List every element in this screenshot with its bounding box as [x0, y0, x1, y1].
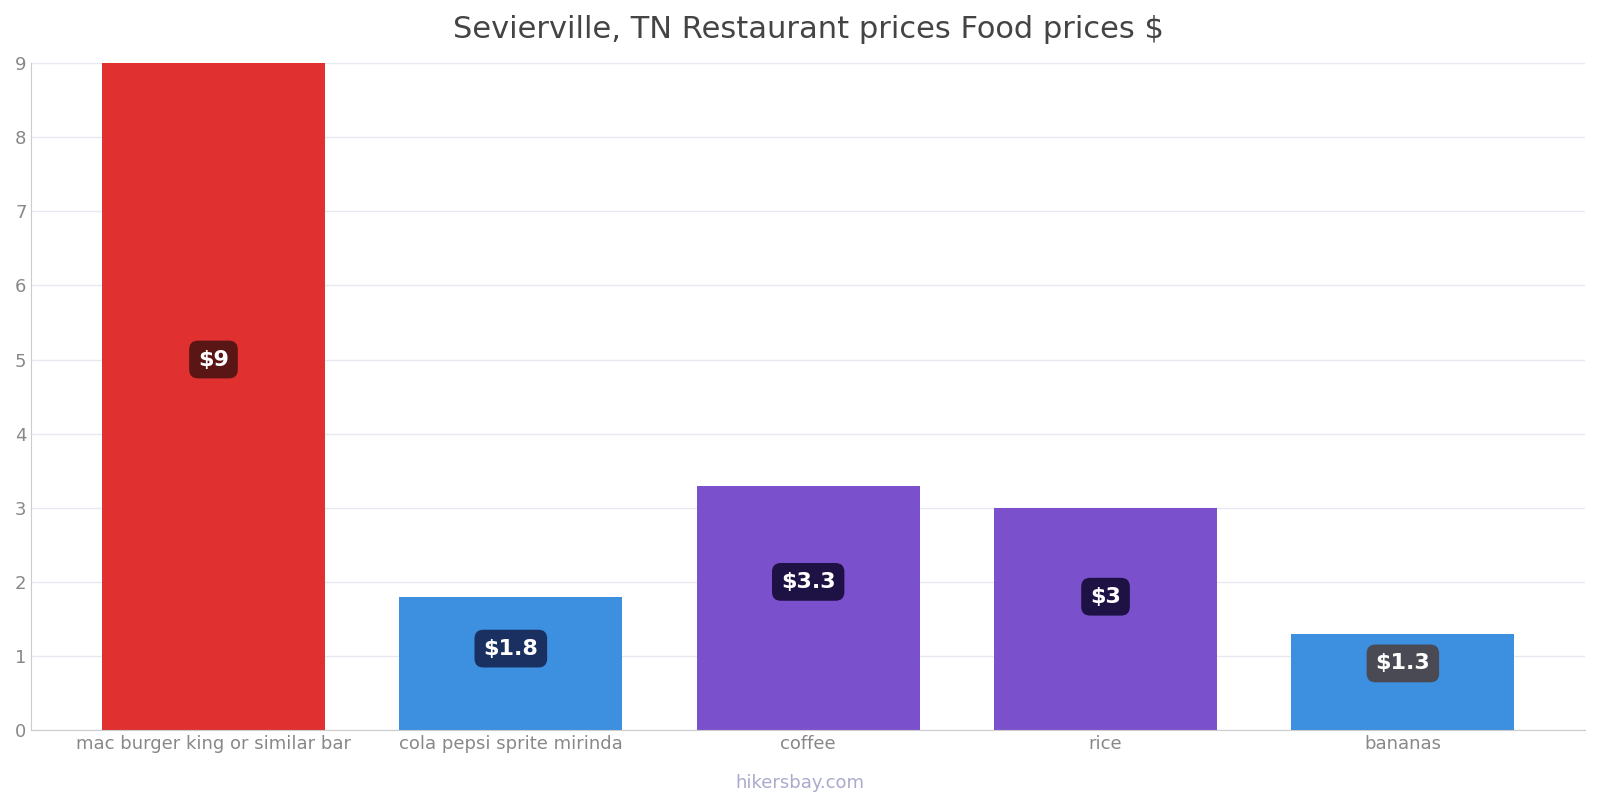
Bar [400, 597, 622, 730]
Text: $9: $9 [198, 350, 229, 370]
Text: $3.3: $3.3 [781, 572, 835, 592]
Bar [102, 63, 325, 730]
Title: Sevierville, TN Restaurant prices Food prices $: Sevierville, TN Restaurant prices Food p… [453, 15, 1163, 44]
Bar [1291, 634, 1514, 730]
Text: $1.8: $1.8 [483, 638, 538, 658]
Text: $1.3: $1.3 [1376, 654, 1430, 674]
Bar [696, 486, 920, 730]
Text: $3: $3 [1090, 586, 1122, 606]
Bar [994, 508, 1218, 730]
Text: hikersbay.com: hikersbay.com [736, 774, 864, 792]
